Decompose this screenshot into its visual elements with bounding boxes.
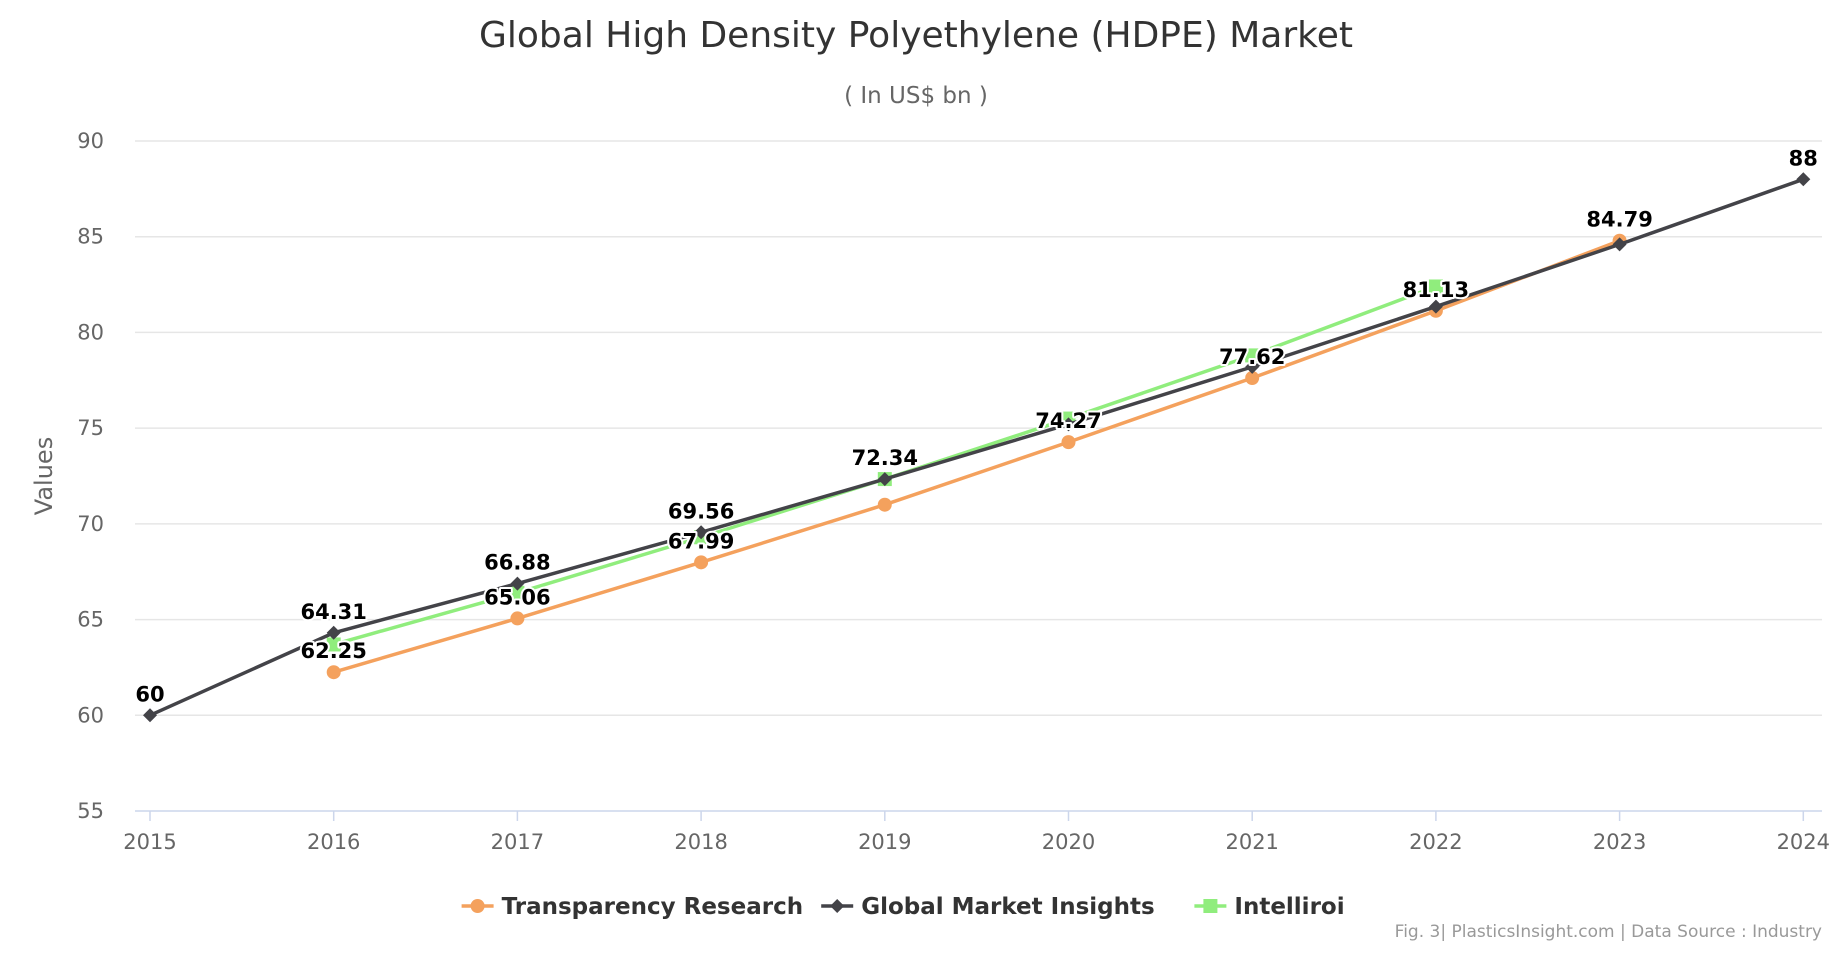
data-label: 65.06 xyxy=(484,585,550,609)
x-tick-label: 2016 xyxy=(307,830,360,854)
data-label: 74.27 xyxy=(1035,409,1101,433)
series-line-transparency-research xyxy=(331,238,1622,674)
x-tick-label: 2019 xyxy=(858,830,911,854)
data-point-transparency-research xyxy=(694,555,709,570)
x-tick-label: 2024 xyxy=(1777,830,1830,854)
x-tick-label: 2021 xyxy=(1225,830,1278,854)
data-label: 81.13 xyxy=(1403,278,1469,302)
x-tick-label: 2023 xyxy=(1593,830,1646,854)
legend: Transparency Research Global Market Insig… xyxy=(461,894,1345,920)
data-label: 62.25 xyxy=(300,639,366,663)
x-tick-label: 2022 xyxy=(1409,830,1462,854)
data-point-intelliroi xyxy=(510,585,525,600)
data-point-global-market-insights xyxy=(694,525,709,540)
legend-label: Intelliroi xyxy=(1234,894,1344,920)
x-tick-label: 2015 xyxy=(123,830,176,854)
data-point-transparency-research xyxy=(1245,370,1260,385)
data-point-global-market-insights xyxy=(1245,359,1260,374)
legend-marker xyxy=(1203,899,1218,913)
y-tick-label: 80 xyxy=(77,320,104,344)
data-label: 69.56 xyxy=(668,499,734,523)
legend-marker xyxy=(470,899,485,913)
legend-marker xyxy=(830,899,845,913)
x-tick-label: 2020 xyxy=(1042,830,1095,854)
data-label: 72.34 xyxy=(852,446,918,470)
data-point-global-market-insights xyxy=(877,472,892,487)
data-point-global-market-insights xyxy=(1428,299,1443,314)
series-transparency-research xyxy=(326,233,1627,680)
y-tick-label: 85 xyxy=(77,225,104,249)
x-tick-label: 2018 xyxy=(674,830,727,854)
data-label: 77.62 xyxy=(1219,345,1285,369)
data-point-transparency-research xyxy=(1061,435,1076,450)
series-lines xyxy=(143,172,1811,723)
data-label: 67.99 xyxy=(668,529,734,553)
y-tick-label: 90 xyxy=(77,129,104,153)
data-label: 66.88 xyxy=(484,551,550,575)
data-point-transparency-research xyxy=(510,611,525,626)
y-tick-label: 55 xyxy=(77,799,104,823)
chart-subtitle: ( In US$ bn ) xyxy=(844,83,988,109)
y-tick-label: 75 xyxy=(77,416,104,440)
legend-label: Global Market Insights xyxy=(861,894,1154,920)
data-point-global-market-insights xyxy=(1612,237,1627,252)
y-axis-title: Values xyxy=(30,437,58,515)
legend-item-intelliroi[interactable]: Intelliroi xyxy=(1194,894,1345,920)
data-labels: 62.25 65.06 67.99 74.27 77.62 81.13 84.79 60 64.… xyxy=(133,144,1820,708)
data-point-global-market-insights xyxy=(1061,417,1076,432)
legend-item-transparency-research[interactable]: Transparency Research xyxy=(461,894,803,920)
series-line-global-market-insights xyxy=(148,177,1806,718)
data-point-global-market-insights xyxy=(326,625,341,640)
y-axis-ticks: 55 60 65 70 75 80 85 90 xyxy=(77,129,104,823)
data-point-intelliroi xyxy=(1245,348,1260,363)
y-tick-label: 70 xyxy=(77,512,104,536)
y-tick-label: 65 xyxy=(77,608,104,632)
legend-label: Transparency Research xyxy=(502,894,803,920)
data-point-transparency-research xyxy=(326,665,341,680)
x-tick-label: 2017 xyxy=(491,830,544,854)
data-point-global-market-insights xyxy=(510,576,525,591)
legend-item-global-market-insights[interactable]: Global Market Insights xyxy=(821,894,1155,920)
y-tick-label: 60 xyxy=(77,703,104,727)
data-point-transparency-research xyxy=(877,497,892,512)
credits-text: Fig. 3| PlasticsInsight.com | Data Sourc… xyxy=(1395,922,1822,942)
data-point-intelliroi xyxy=(1428,279,1443,294)
data-label: 88 xyxy=(1789,146,1818,170)
data-point-intelliroi xyxy=(326,637,341,652)
data-point-global-market-insights xyxy=(1796,172,1811,187)
data-label: 84.79 xyxy=(1586,208,1652,232)
data-label: 64.31 xyxy=(300,600,366,624)
chart-title: Global High Density Polyethylene (HDPE) … xyxy=(479,15,1353,56)
data-label: 60 xyxy=(135,682,164,706)
x-axis-ticks: 2015 2016 2017 2018 2019 2020 2021 2022 2023 2024 xyxy=(123,811,1830,854)
data-point-global-market-insights xyxy=(143,708,157,723)
series-global-market-insights xyxy=(143,172,1811,723)
